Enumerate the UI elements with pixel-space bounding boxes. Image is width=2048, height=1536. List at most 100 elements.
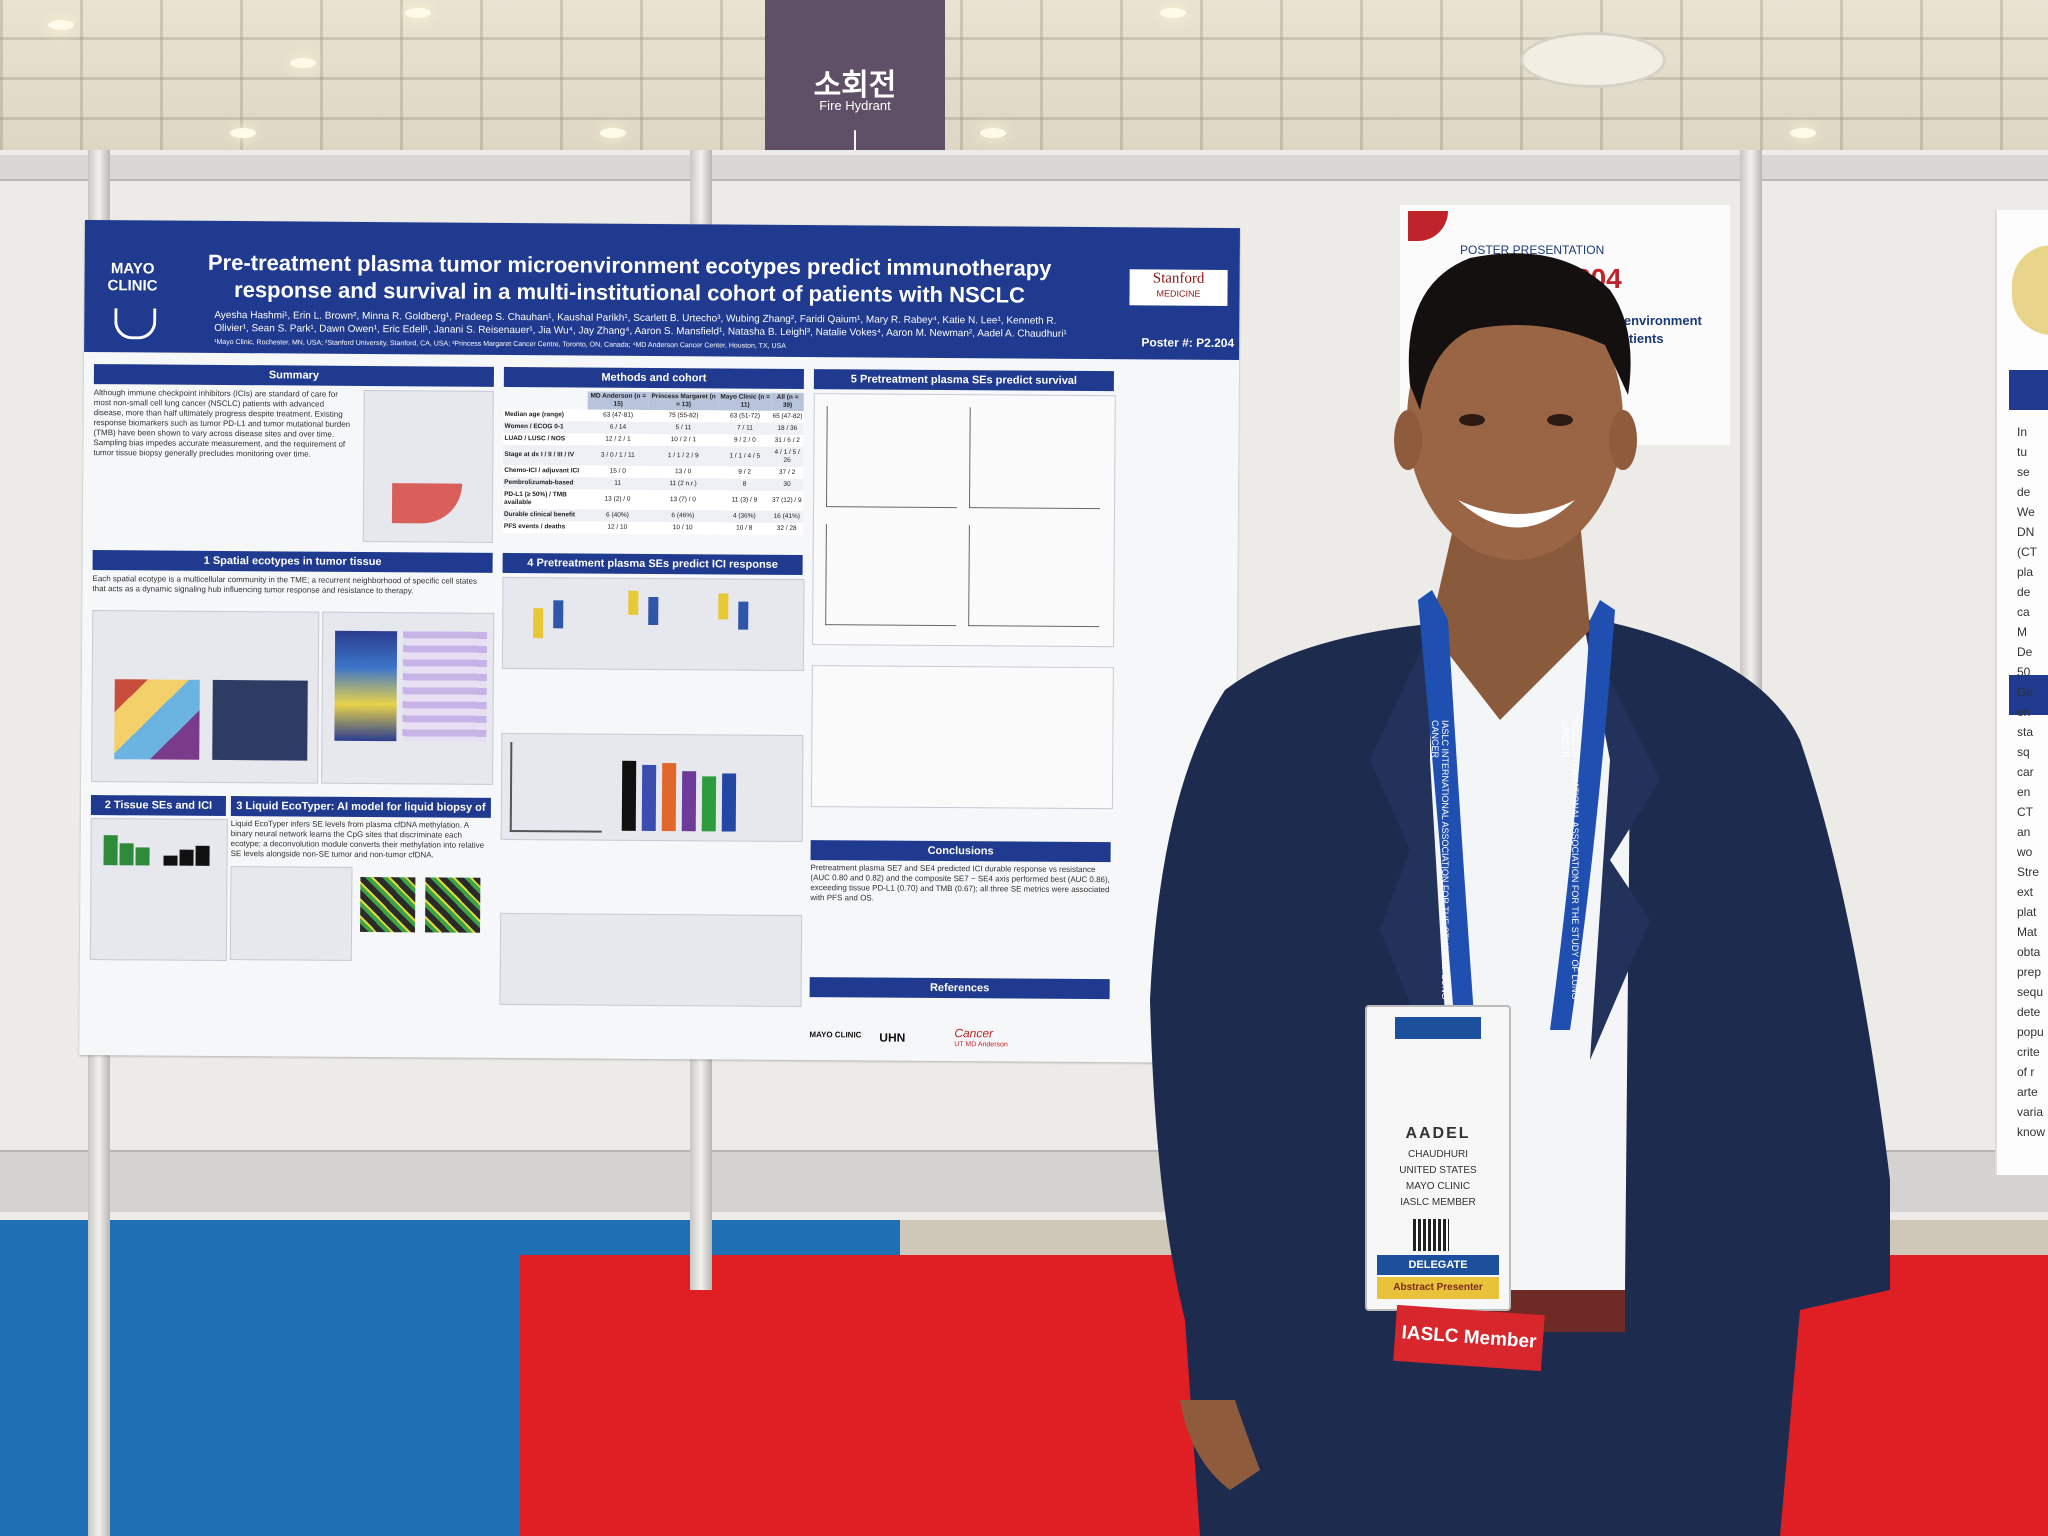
conclusions-text: Pretreatment plasma SE7 and SE4 predicte… — [810, 863, 1110, 903]
venue-sign: 소회전 Fire Hydrant ↓ — [765, 0, 945, 175]
table-cell: 13 (7) / 0 — [669, 496, 696, 504]
table-cell: 9 / 2 / 0 — [733, 436, 756, 444]
neighbor-poster-title-line: icroenvironment — [1600, 313, 1702, 328]
bar — [195, 845, 210, 866]
ceiling-light — [600, 128, 626, 138]
research-poster: MAYO CLINIC Pre-treatment plasma tumor m… — [79, 220, 1240, 1064]
right-poster-text-fragment: popu — [2017, 1025, 2044, 1039]
table-header-cell: Mayo Clinic (n = 11) — [718, 392, 772, 411]
right-poster-text-fragment: car — [2017, 765, 2034, 779]
boxplot-box — [533, 608, 544, 639]
figure-se-biology — [321, 611, 495, 785]
table-cell: 7 / 11 — [737, 424, 753, 432]
table-cell: 10 / 8 — [736, 524, 753, 532]
table-cell: 11 — [614, 479, 622, 487]
venue-sign-english: Fire Hydrant — [819, 98, 891, 113]
table-header-cell: Princess Margaret (n = 13) — [648, 391, 719, 411]
table-cell: 1 / 1 / 4 / 5 — [729, 452, 761, 460]
summary-text: Although immune checkpoint inhibitors (I… — [93, 388, 351, 459]
qr-code-icon — [1413, 1219, 1449, 1251]
auc-bar-chart — [621, 743, 753, 832]
stanford-logo-line1: Stanford — [1152, 270, 1205, 287]
right-poster-text-fragment: CT — [2017, 805, 2033, 819]
poster-affiliations: ¹Mayo Clinic, Rochester, MN, USA; ²Stanf… — [214, 338, 786, 350]
table-header-cell: All (n = 39) — [771, 392, 804, 412]
section-ici-header: 4 Pretreatment plasma SEs predict ICI re… — [502, 552, 803, 576]
table-header-cell: MD Anderson (n = 15) — [588, 391, 649, 410]
badge-details: CHAUDHURI UNITED STATES MAYO CLINIC IASL… — [1367, 1147, 1509, 1211]
ceiling-light — [290, 58, 316, 68]
table-row: Stage at dx I / II / III / IV 3 / 0 / 1 /… — [503, 444, 804, 468]
right-poster-text-fragment: Stre — [2017, 865, 2040, 879]
bar — [721, 773, 737, 832]
ceiling-light — [1790, 128, 1816, 138]
right-poster-text-fragment: We — [2017, 505, 2035, 519]
section-references-header: References — [809, 977, 1110, 1000]
tissue-bar-chart — [103, 829, 213, 866]
table-cell: Women / ECOG 0-1 — [504, 422, 564, 431]
right-poster-text-fragment: en — [2017, 785, 2031, 799]
table-cell: PFS events / deaths — [503, 522, 566, 531]
section-conclusions-header: Conclusions — [810, 840, 1111, 863]
correlation-matrix-lusc — [425, 877, 481, 933]
right-poster-text-fragment: sq — [2017, 745, 2030, 759]
bar — [701, 776, 717, 832]
table-cell: 13 / 0 — [674, 468, 692, 476]
section-header-bar — [2009, 370, 2048, 410]
km-plot — [826, 406, 958, 509]
right-poster-text-fragment: obta — [2017, 945, 2041, 959]
table-cell: Stage at dx I / II / III / IV — [504, 450, 575, 459]
bar — [163, 855, 178, 866]
neighbor-poster-number: 204 — [1575, 263, 1622, 294]
logo-md-anderson: UT MD Anderson — [954, 1041, 1008, 1049]
km-plot — [968, 525, 1100, 628]
right-poster-text-fragment: 50 — [2017, 665, 2031, 679]
table-cell: 18 / 36 — [777, 424, 798, 432]
boxplot-box — [718, 593, 729, 620]
table-cell: LUAD / LUSC / NOS — [504, 434, 566, 443]
boxplot-box — [738, 601, 749, 630]
neighbor-poster-card: POSTER PRESENTATION 204 icroenvironment … — [1400, 205, 1730, 445]
right-poster-text-fragment: prep — [2017, 965, 2042, 979]
table-cell: 63 (47-81) — [603, 411, 634, 419]
table-row: PFS events / deaths 12 / 10 10 / 10 10 / 8 3… — [502, 520, 803, 536]
right-poster-text-fragment: DN — [2017, 525, 2035, 539]
section-spatial-header: 1 Spatial ecotypes in tumor tissue — [92, 550, 493, 573]
right-poster-text-fragment: wo — [2017, 845, 2033, 859]
right-poster-text-fragment: know — [2017, 1125, 2046, 1139]
university-seal — [2012, 245, 2048, 335]
table-cell: 10 / 10 — [672, 524, 693, 532]
right-poster-text-fragment: plat — [2017, 905, 2037, 919]
badge-header-logo — [1395, 1017, 1481, 1039]
neighbor-poster-title-line: C Patients — [1600, 331, 1664, 346]
table-cell: 12 / 10 — [607, 523, 628, 531]
table-cell: 6 (46%) — [671, 512, 695, 520]
poster-title: Pre-treatment plasma tumor microenvironm… — [207, 249, 1052, 308]
poster-authors: Ayesha Hashmi¹, Erin L. Brown², Minna R.… — [214, 309, 1067, 340]
heatmap-figure — [114, 679, 200, 760]
table-cell: 1 / 1 / 2 / 9 — [667, 452, 699, 460]
table-cell: 12 / 2 / 1 — [605, 435, 631, 443]
right-poster-text-fragment: ca — [2017, 605, 2030, 619]
poster-number: Poster #: P2.204 — [1141, 335, 1235, 351]
boxplot-box — [628, 590, 639, 615]
boxplot-box — [553, 600, 564, 629]
right-poster-text-fragment: In — [2017, 425, 2028, 439]
lanyard-text-right: IASLC INTERNATIONAL ASSOCIATION FOR THE … — [1560, 720, 1580, 1000]
logo-mayo-footer: MAYO CLINIC — [809, 1030, 862, 1040]
stanford-medicine-logo: Stanford MEDICINE — [1129, 269, 1228, 306]
right-poster-text-fragment: crite — [2017, 1045, 2040, 1059]
figure-roc-and-auc — [500, 732, 804, 843]
floor-red-carpet — [520, 1255, 2048, 1536]
correlation-matrix-luad — [360, 876, 416, 933]
table-cell: 4 (36%) — [732, 512, 756, 520]
tissue-images-figure — [212, 679, 308, 761]
ceiling-light — [1160, 8, 1186, 18]
km-plot — [825, 524, 957, 627]
table-cell: 4 / 1 / 5 / 26 — [774, 448, 800, 464]
mayo-clinic-logo: MAYO CLINIC — [107, 260, 158, 295]
blood-draw-illustration — [391, 483, 463, 524]
conference-logo — [1408, 211, 1448, 241]
liquid-text: Liquid EcoTyper infers SE levels from pl… — [230, 819, 485, 860]
badge-country: UNITED STATES — [1399, 1165, 1477, 1176]
